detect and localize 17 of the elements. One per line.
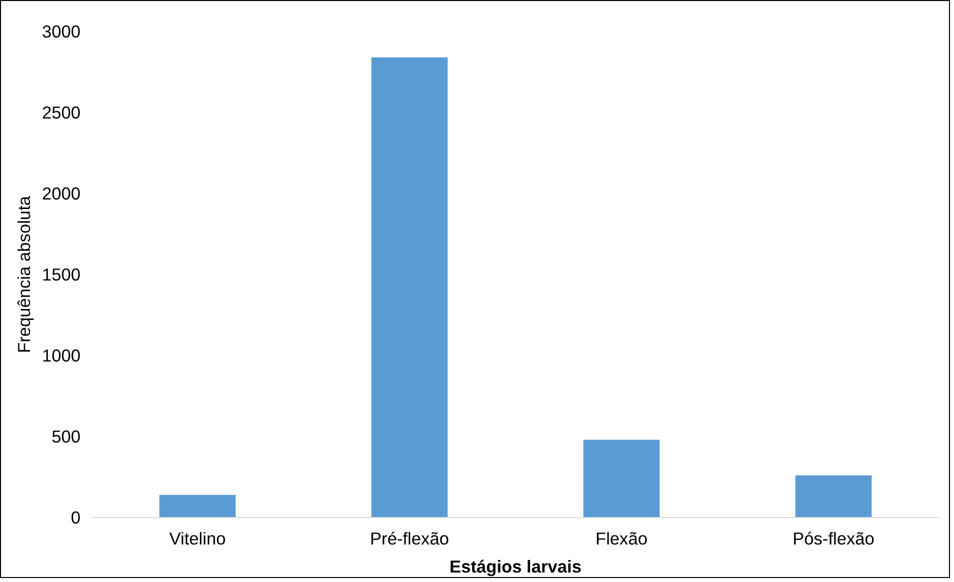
x-tick-label: Pós-flexão xyxy=(792,528,874,548)
x-tick-label: Flexão xyxy=(595,528,648,548)
y-tick-label: 3000 xyxy=(42,22,81,42)
x-tick-label: Pré-flexão xyxy=(370,528,449,548)
y-tick-label: 2500 xyxy=(42,102,81,122)
bar xyxy=(159,494,236,518)
x-axis-title: Estágios larvais xyxy=(450,556,582,576)
x-tick-label: Vitelino xyxy=(169,528,226,548)
bar xyxy=(583,440,660,518)
y-tick-label: 0 xyxy=(70,508,81,528)
y-tick-label: 2000 xyxy=(42,184,81,204)
y-tick-label: 1500 xyxy=(42,264,81,284)
y-tick-label: 1000 xyxy=(42,346,81,366)
bar xyxy=(371,57,448,518)
y-tick-label: 500 xyxy=(52,426,81,446)
bar xyxy=(795,475,872,518)
y-axis-title: Frequência absoluta xyxy=(14,196,34,354)
